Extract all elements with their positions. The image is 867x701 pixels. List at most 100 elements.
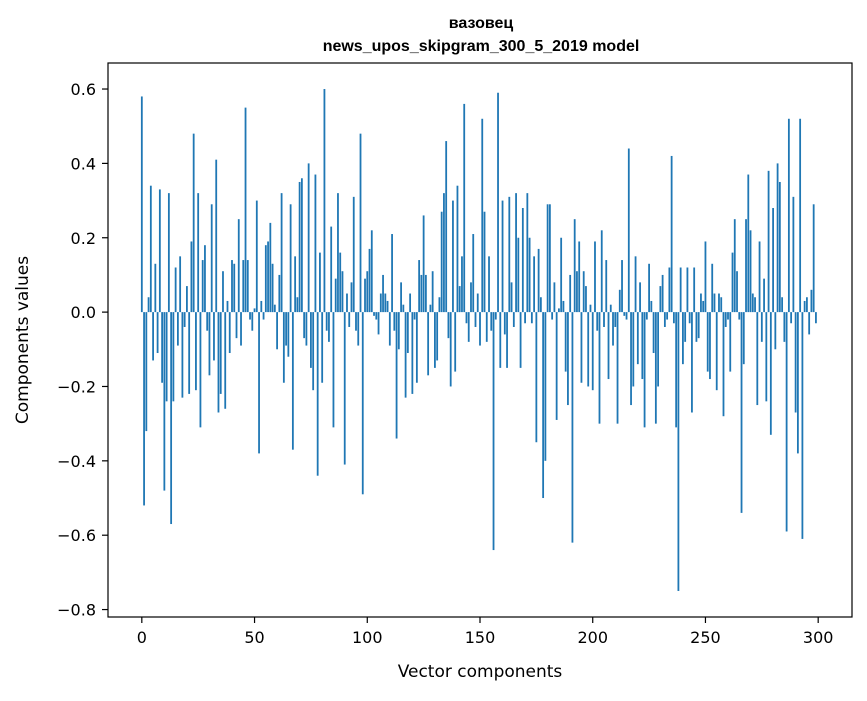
bar-component-103 [373,312,375,316]
bar-component-10 [163,312,166,491]
bar-component-13 [170,312,173,525]
bar-component-203 [598,312,601,424]
bar-component-105 [377,312,380,335]
bar-component-22 [190,241,193,313]
bar-component-39 [228,312,231,354]
bar-component-232 [663,312,666,327]
x-tick-label: 150 [465,628,496,647]
y-tick-label: −0.6 [57,526,96,545]
bar-component-150 [479,312,481,346]
bar-component-3 [147,297,150,313]
bar-component-145 [467,312,470,342]
bar-component-156 [492,312,495,551]
bar-component-261 [729,312,732,372]
bar-component-241 [684,312,687,342]
bar-component-20 [186,286,188,313]
bar-component-193 [576,271,578,313]
bar-component-8 [158,189,161,313]
bar-component-90 [343,312,346,465]
bar-component-79 [319,252,321,313]
bar-component-101 [368,248,371,313]
bar-component-263 [733,219,736,313]
bar-component-224 [645,312,648,320]
bar-component-208 [609,304,612,313]
bar-component-0 [140,96,143,313]
bar-component-153 [485,312,488,342]
x-tick-label: 100 [352,628,383,647]
bar-component-295 [806,297,808,313]
x-tick-label: 250 [690,628,721,647]
bar-component-243 [688,312,691,324]
bar-component-69 [296,297,299,313]
bar-component-268 [745,219,747,313]
bar-component-266 [740,312,743,513]
bar-component-54 [262,312,265,320]
bar-component-204 [600,230,603,313]
y-axis-label: Components values [13,256,33,424]
bar-component-171 [526,193,529,313]
bar-component-189 [567,312,569,406]
bar-component-62 [280,193,283,313]
bar-component-57 [269,222,272,313]
bar-component-220 [636,312,639,365]
bar-component-111 [391,234,393,313]
x-axis: 0 50 100 150 200 250 300 [137,617,833,647]
bar-component-223 [643,312,646,428]
bar-component-230 [659,286,662,313]
bar-component-94 [352,196,355,313]
bar-component-34 [217,312,220,413]
y-tick-label: −0.8 [57,601,96,620]
bar-component-154 [488,256,490,313]
bar-component-234 [668,267,671,313]
bar-component-238 [677,312,680,591]
bar-component-283 [778,181,781,313]
bar-component-245 [693,267,696,313]
bar-component-293 [801,312,804,539]
bar-component-134 [443,193,445,313]
bar-component-236 [672,312,675,324]
bar-component-61 [278,274,281,313]
bar-component-158 [497,92,499,313]
bar-component-289 [792,196,795,313]
bar-component-276 [763,278,765,313]
bar-component-163 [508,196,511,313]
bar-component-27 [201,260,204,313]
bar-component-66 [289,204,292,313]
bar-component-272 [754,297,756,313]
bar-component-95 [355,312,357,331]
bar-component-85 [332,312,335,428]
bar-component-256 [718,293,720,313]
bar-component-297 [810,289,813,313]
bar-component-164 [510,282,513,313]
bar-component-162 [506,312,508,368]
bar-component-80 [321,312,324,383]
bar-component-279 [769,312,772,435]
bar-component-51 [255,200,258,313]
bar-component-109 [386,300,389,313]
bar-component-201 [594,241,596,313]
bar-component-284 [781,297,784,313]
bar-component-191 [571,312,574,543]
bar-component-42 [235,312,238,339]
bar-component-18 [181,312,184,398]
bar-component-216 [627,148,630,313]
bar-component-104 [375,312,378,320]
bar-component-5 [152,312,154,361]
bar-component-275 [760,312,763,342]
bar-component-88 [339,252,342,313]
bar-component-166 [515,193,517,313]
bar-component-235 [670,155,673,313]
bar-component-299 [815,312,817,324]
bar-component-26 [199,312,202,428]
bar-component-59 [273,304,276,313]
bar-component-141 [458,286,461,313]
bar-component-78 [316,312,319,476]
bar-component-67 [291,312,294,450]
bar-component-30 [208,312,211,376]
bar-component-12 [167,193,170,313]
bar-component-240 [682,312,684,365]
bar-component-112 [393,312,396,331]
bar-component-237 [675,312,678,428]
bar-component-68 [294,256,297,313]
